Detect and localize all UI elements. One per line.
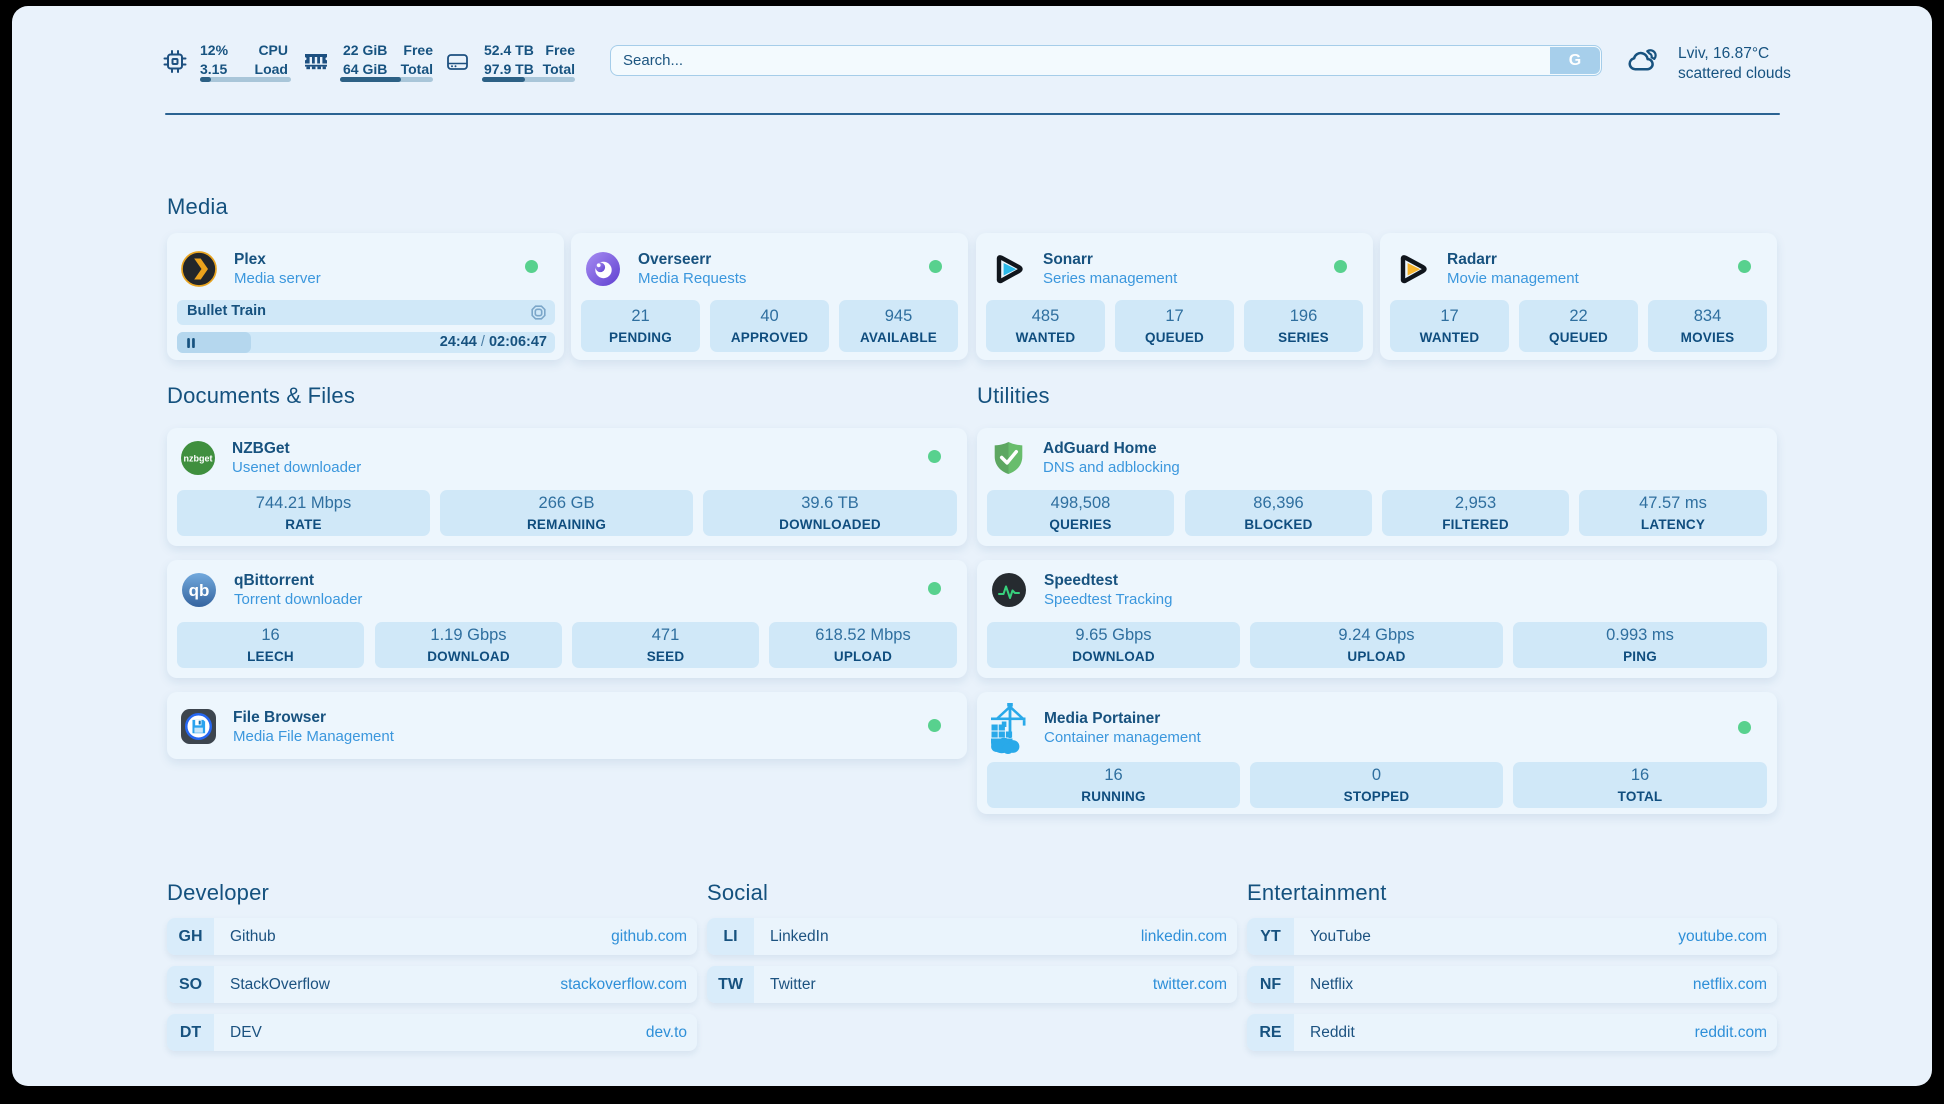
svg-text:nzbget: nzbget [184, 453, 213, 463]
svg-text:qb: qb [189, 581, 210, 600]
